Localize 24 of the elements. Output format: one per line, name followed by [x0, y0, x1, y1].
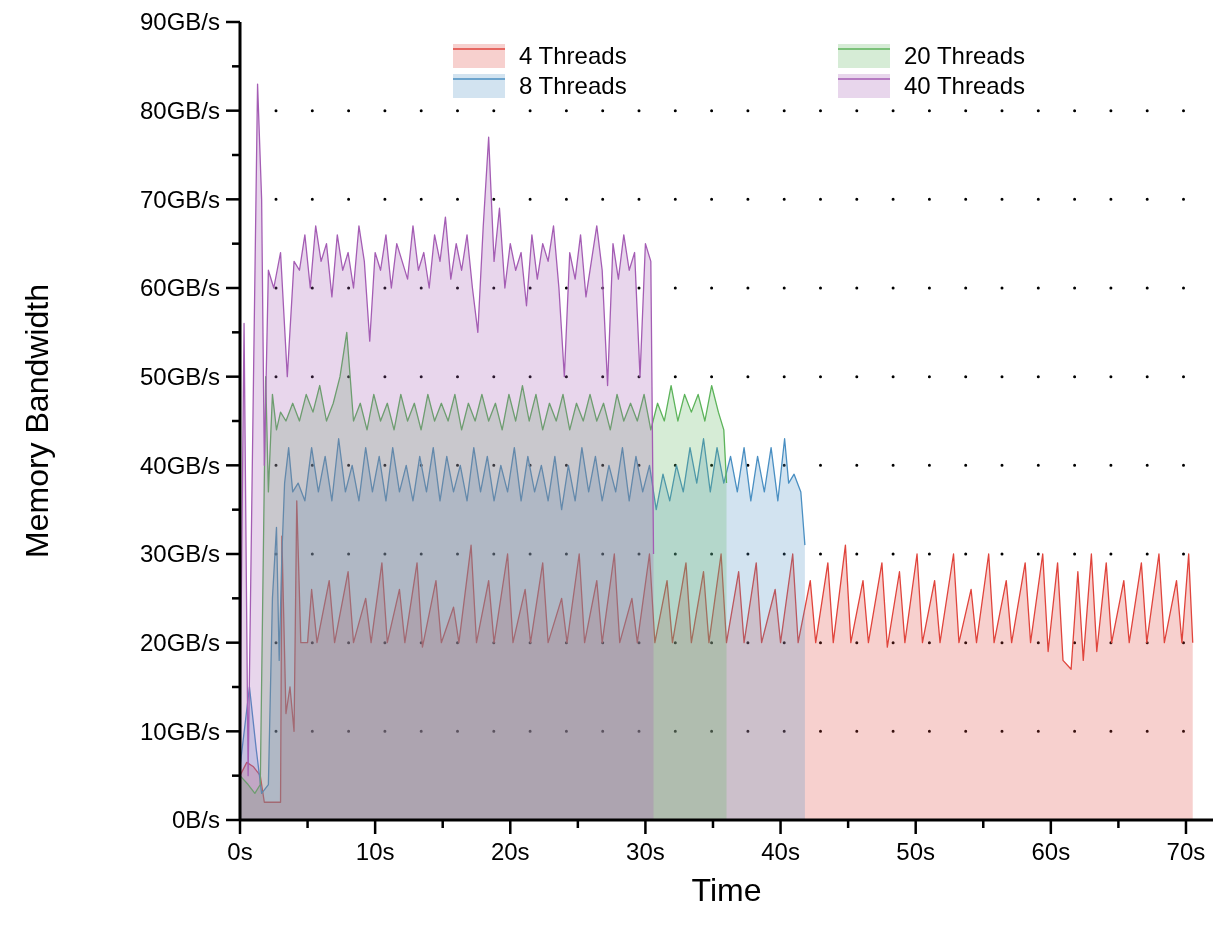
x-tick-label: 20s	[490, 838, 530, 865]
y-tick-label: 70GB/s	[139, 185, 220, 213]
y-tick-label: 50GB/s	[139, 363, 220, 391]
y-tick-label: 60GB/s	[139, 274, 220, 302]
x-tick-label: 40s	[761, 838, 800, 865]
x-tick-label: 60s	[1031, 838, 1071, 865]
legend-label: 40 Threads	[904, 72, 1025, 100]
x-axis-title: Time	[691, 872, 762, 908]
x-tick-label: 10s	[355, 838, 395, 865]
y-tick-label: 20GB/s	[139, 629, 220, 657]
legend-label: 20 Threads	[904, 42, 1025, 70]
y-tick-label: 10GB/s	[139, 717, 220, 745]
y-tick-label: 90GB/s	[139, 8, 220, 36]
legend-label: 4 Threads	[519, 42, 627, 70]
y-tick-label: 40GB/s	[139, 451, 220, 479]
y-tick-label: 30GB/s	[139, 540, 220, 568]
x-tick-label: 0s	[227, 838, 253, 865]
y-tick-label: 0B/s	[171, 806, 220, 834]
y-tick-label: 80GB/s	[139, 97, 220, 125]
x-tick-label: 30s	[626, 838, 665, 865]
x-tick-label: 70s	[1166, 838, 1206, 865]
x-tick-label: 50s	[896, 838, 936, 865]
y-axis-title: Memory Bandwidth	[19, 284, 55, 558]
legend-label: 8 Threads	[519, 72, 627, 100]
